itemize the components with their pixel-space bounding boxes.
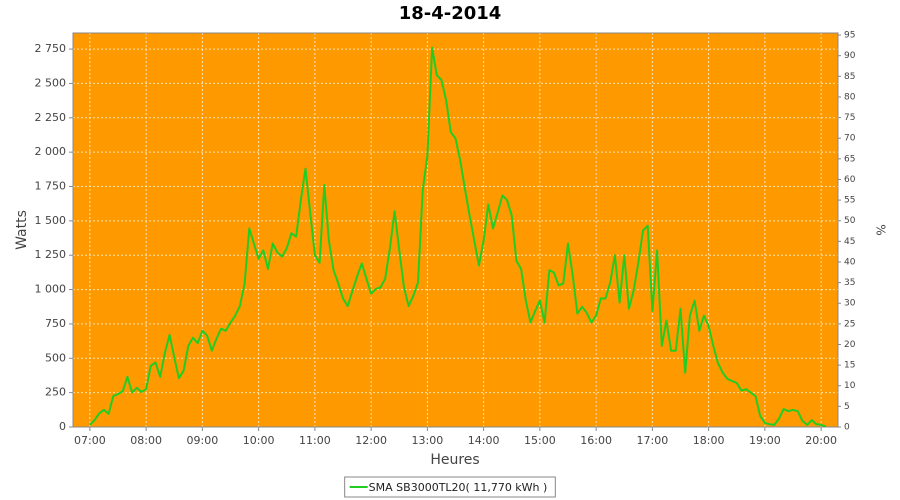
y-tick-label: 2 250	[35, 111, 67, 124]
y2-tick-label: 50	[844, 216, 856, 226]
y2-axis-label: %	[874, 224, 888, 235]
x-tick-label: 10:00	[243, 434, 275, 447]
y-tick-label: 0	[59, 420, 66, 433]
y2-tick-label: 95	[844, 31, 855, 41]
x-tick-label: 13:00	[412, 434, 444, 447]
plot-frame	[72, 32, 839, 428]
x-tick-label: 12:00	[355, 434, 387, 447]
x-tick-label: 17:00	[637, 434, 669, 447]
data-line	[89, 46, 827, 428]
y2-tick-label: 5	[844, 402, 850, 412]
x-tick-label: 18:00	[693, 434, 725, 447]
y2-tick-label: 20	[844, 340, 856, 350]
y2-tick-label: 15	[844, 361, 855, 371]
legend-box	[344, 476, 556, 498]
y-tick-label: 1 250	[35, 248, 67, 261]
y-tick-label: 2 750	[35, 42, 67, 55]
legend-label: SMA SB3000TL20( 11,770 kWh )	[369, 481, 548, 494]
y2-tick-label: 45	[844, 237, 855, 247]
y-tick-label: 750	[45, 317, 66, 330]
plot-background	[73, 33, 838, 427]
x-tick-label: 11:00	[299, 434, 331, 447]
y-axis-label: Watts	[14, 210, 30, 250]
y2-tick-label: 40	[844, 257, 856, 267]
x-tick-label: 08:00	[130, 434, 162, 447]
y2-tick-label: 25	[844, 319, 855, 329]
y2-tick-label: 35	[844, 278, 855, 288]
y2-tick-label: 80	[844, 92, 856, 102]
y2-tick-label: 90	[844, 51, 856, 61]
y-tick-label: 250	[45, 386, 66, 399]
x-tick-label: 09:00	[187, 434, 219, 447]
y-tick-label: 1 750	[35, 180, 67, 193]
legend: SMA SB3000TL20( 11,770 kWh )	[344, 476, 556, 498]
x-tick-label: 07:00	[74, 434, 106, 447]
x-tick-label: 15:00	[524, 434, 556, 447]
y2-tick-label: 60	[844, 175, 856, 185]
y-tick-label: 1 000	[35, 283, 67, 296]
y2-tick-label: 65	[844, 154, 855, 164]
y2-tick-label: 85	[844, 72, 855, 82]
y-tick-label: 500	[45, 351, 66, 364]
y2-tick-label: 30	[844, 299, 856, 309]
y2-tick-label: 75	[844, 113, 855, 123]
y2-tick-label: 70	[844, 134, 856, 144]
y2-tick-label: 0	[844, 423, 850, 433]
chart-title: 18-4-2014	[399, 3, 502, 24]
x-tick-label: 19:00	[749, 434, 781, 447]
y-tick-label: 2 500	[35, 76, 67, 89]
y-tick-label: 1 500	[35, 214, 67, 227]
x-tick-label: 14:00	[468, 434, 500, 447]
y2-tick-label: 55	[844, 196, 855, 206]
x-tick-label: 20:00	[805, 434, 837, 447]
x-axis-label: Heures	[430, 452, 479, 468]
x-tick-label: 16:00	[580, 434, 612, 447]
y2-tick-label: 10	[844, 381, 856, 391]
y-tick-label: 2 000	[35, 145, 67, 158]
